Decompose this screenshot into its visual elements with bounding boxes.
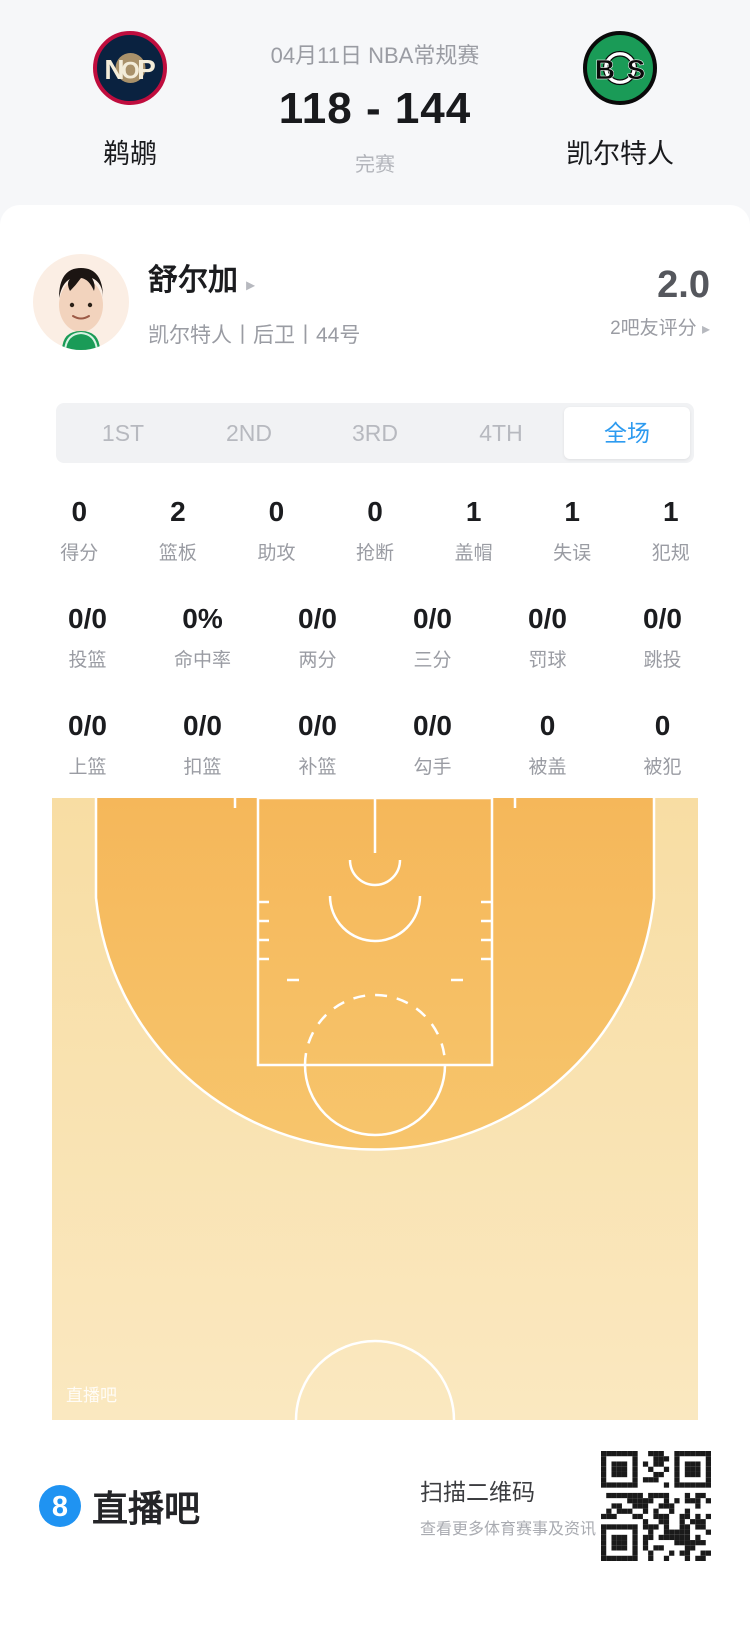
svg-text:P: P [137, 54, 156, 85]
svg-text:8: 8 [52, 1491, 68, 1523]
svg-text:S: S [627, 54, 646, 85]
svg-text:B: B [595, 54, 615, 85]
